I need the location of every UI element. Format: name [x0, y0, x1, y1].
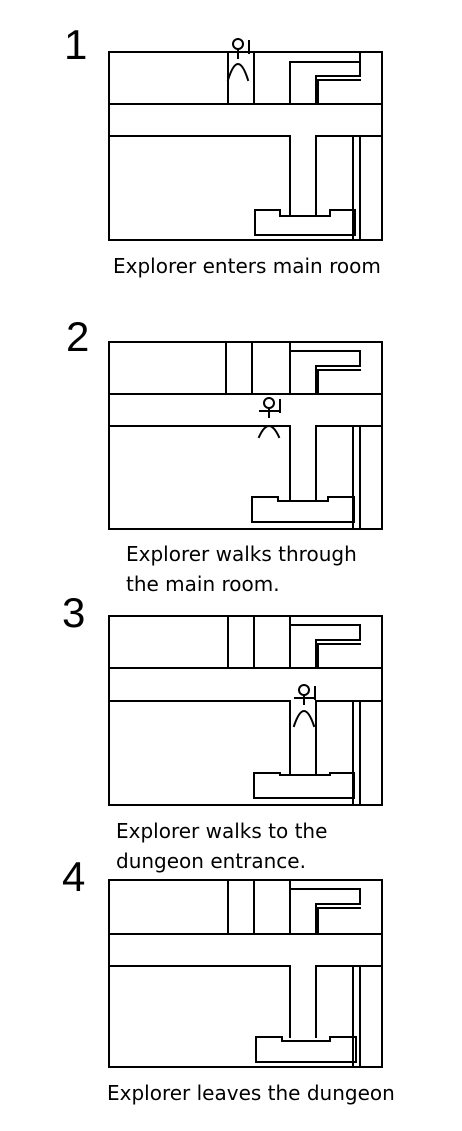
panel-number: 2	[66, 313, 90, 360]
map-walls	[108, 615, 383, 806]
map-walls	[108, 879, 383, 1068]
map-walls	[108, 51, 383, 241]
panel-number: 1	[64, 21, 88, 68]
panel-caption: Explorer leaves the dungeon	[107, 1081, 395, 1105]
panel-number: 3	[62, 589, 86, 636]
map-walls	[108, 341, 383, 530]
panel-caption: Explorer walks through the main room.	[126, 542, 357, 596]
dungeon-map	[108, 615, 383, 806]
explorer-icon	[257, 397, 281, 439]
dungeon-map	[108, 341, 383, 530]
panel-number: 4	[62, 853, 86, 900]
dungeon-map	[108, 38, 383, 241]
panel-caption: Explorer enters main room	[113, 254, 381, 278]
panel-caption: Explorer walks to the dungeon entrance.	[116, 819, 328, 873]
dungeon-map	[108, 879, 383, 1068]
explorer-icon	[226, 38, 250, 82]
explorer-icon	[292, 684, 316, 728]
